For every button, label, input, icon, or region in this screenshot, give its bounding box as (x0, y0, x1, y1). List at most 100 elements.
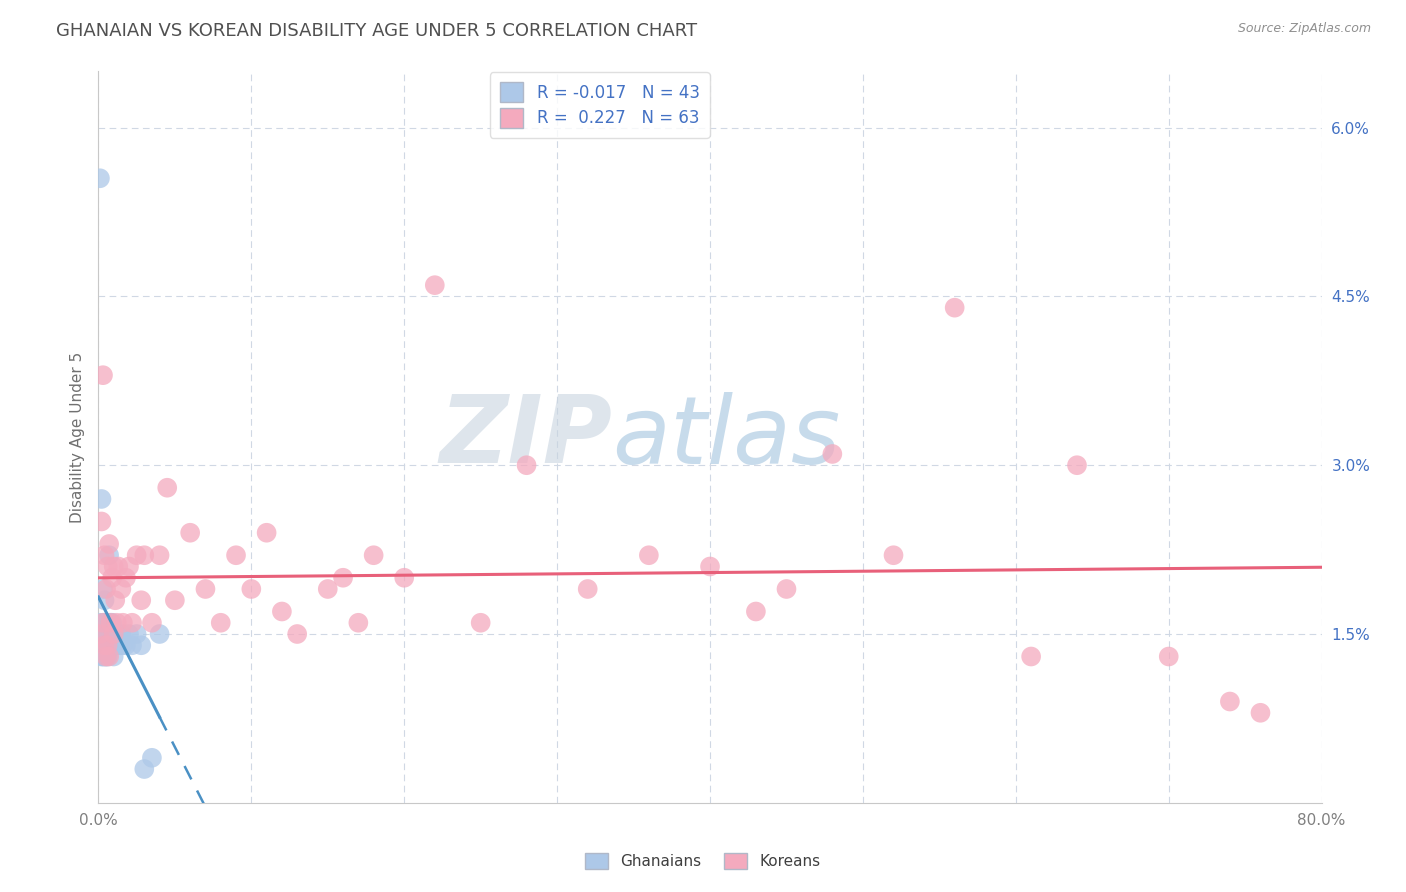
Point (98, 649, 121, 664)
Point (943, 301, 966, 315)
Text: ZIP: ZIP (439, 391, 612, 483)
Point (100, 615, 122, 630)
Point (1066, 458, 1088, 473)
Y-axis label: Disability Age Under 5: Disability Age Under 5 (69, 351, 84, 523)
Point (125, 548, 148, 562)
Point (101, 571, 124, 585)
Point (107, 627, 129, 641)
Point (93, 649, 115, 664)
Point (91, 638, 114, 652)
Point (423, 278, 446, 293)
Point (94, 627, 117, 641)
Point (108, 638, 131, 652)
Point (97, 627, 120, 641)
Point (576, 582, 599, 596)
Point (93, 615, 115, 630)
Point (90, 638, 112, 652)
Point (156, 481, 179, 495)
Point (89, 171, 111, 186)
Point (118, 627, 141, 641)
Point (347, 615, 370, 630)
Point (637, 548, 661, 562)
Point (1219, 694, 1241, 708)
Point (1249, 706, 1271, 720)
Point (194, 582, 217, 596)
Point (775, 582, 797, 596)
Point (129, 593, 152, 607)
Point (1019, 649, 1042, 664)
Point (103, 559, 125, 574)
Point (149, 548, 172, 562)
Point (100, 638, 122, 652)
Point (821, 447, 844, 461)
Point (121, 638, 143, 652)
Point (699, 559, 721, 574)
Point (883, 548, 905, 562)
Point (98, 537, 121, 551)
Point (100, 615, 122, 630)
Point (141, 615, 163, 630)
Point (240, 582, 263, 596)
Point (93, 638, 115, 652)
Point (93, 593, 115, 607)
Point (101, 615, 124, 630)
Point (105, 638, 128, 652)
Point (149, 627, 172, 641)
Point (285, 627, 308, 641)
Point (134, 548, 156, 562)
Point (115, 571, 138, 585)
Point (363, 548, 385, 562)
Text: atlas: atlas (612, 392, 841, 483)
Point (179, 525, 201, 540)
Point (98, 548, 121, 562)
Point (90, 627, 112, 641)
Point (94, 649, 117, 664)
Point (90, 515, 112, 529)
Point (163, 593, 186, 607)
Point (392, 571, 416, 585)
Point (129, 638, 152, 652)
Point (110, 582, 132, 596)
Point (209, 615, 232, 630)
Point (115, 638, 138, 652)
Legend: Ghanaians, Koreans: Ghanaians, Koreans (579, 847, 827, 875)
Point (97, 559, 120, 574)
Point (745, 605, 768, 619)
Point (125, 627, 148, 641)
Point (107, 559, 129, 574)
Point (134, 762, 156, 776)
Point (89, 627, 111, 641)
Point (225, 548, 247, 562)
Point (270, 605, 292, 619)
Point (110, 627, 132, 641)
Point (111, 638, 134, 652)
Point (89, 638, 111, 652)
Point (103, 627, 125, 641)
Point (91, 368, 114, 383)
Point (90, 649, 112, 664)
Point (118, 559, 141, 574)
Point (104, 638, 127, 652)
Point (256, 525, 278, 540)
Point (111, 615, 134, 630)
Point (91, 615, 114, 630)
Point (91, 649, 114, 664)
Point (94, 638, 117, 652)
Point (470, 615, 492, 630)
Point (94, 582, 117, 596)
Point (105, 615, 128, 630)
Point (103, 627, 125, 641)
Point (121, 615, 143, 630)
Text: Source: ZipAtlas.com: Source: ZipAtlas.com (1237, 22, 1371, 36)
Point (1157, 649, 1180, 664)
Point (89, 615, 111, 630)
Point (97, 638, 120, 652)
Point (97, 615, 120, 630)
Point (103, 649, 125, 664)
Point (98, 638, 121, 652)
Point (91, 615, 114, 630)
Point (104, 593, 127, 607)
Point (316, 582, 339, 596)
Point (93, 548, 115, 562)
Point (516, 458, 538, 473)
